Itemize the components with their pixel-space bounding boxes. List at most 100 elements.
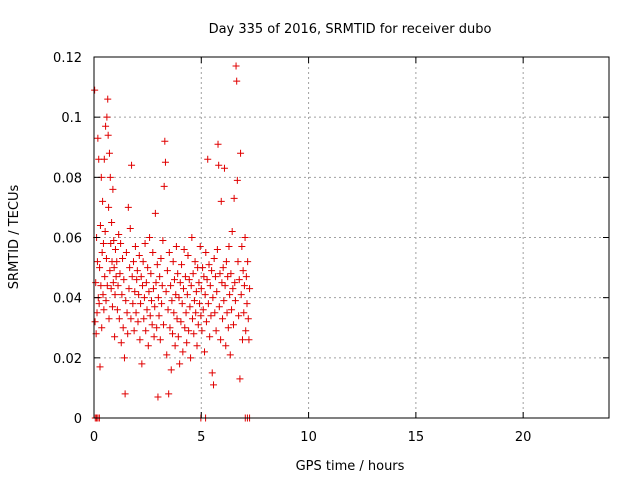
data-point: [242, 273, 250, 281]
data-point: [208, 369, 216, 377]
data-point: [137, 273, 145, 281]
data-point: [131, 288, 139, 296]
data-point: [235, 312, 243, 320]
data-point: [150, 333, 158, 341]
data-point: [178, 261, 186, 269]
data-point: [244, 315, 252, 323]
data-point: [205, 261, 213, 269]
data-points: [91, 62, 254, 422]
data-point: [112, 273, 120, 281]
data-point: [116, 270, 124, 278]
y-tick-labels: 0 0.02 0.04 0.06 0.08 0.1 0.12: [53, 51, 82, 427]
data-point: [167, 282, 175, 290]
data-point: [161, 137, 169, 145]
data-point: [200, 273, 208, 281]
data-point: [218, 279, 226, 287]
data-point: [110, 237, 118, 245]
data-point: [144, 342, 152, 350]
data-point: [181, 324, 189, 332]
data-point: [158, 300, 166, 308]
data-point: [108, 303, 116, 311]
data-point: [107, 240, 115, 248]
data-point: [216, 270, 224, 278]
data-point: [156, 273, 164, 281]
data-point: [179, 285, 187, 293]
data-point: [109, 279, 117, 287]
data-point: [176, 360, 184, 368]
data-point: [163, 267, 171, 275]
data-point: [163, 351, 171, 359]
data-point: [179, 348, 187, 356]
data-point: [204, 300, 212, 308]
data-point: [215, 161, 223, 169]
data-point: [142, 327, 150, 335]
x-axis-label: GPS time / hours: [296, 459, 405, 474]
data-point: [213, 246, 221, 254]
data-point: [117, 240, 125, 248]
data-point: [143, 306, 151, 314]
data-point: [202, 249, 210, 257]
data-point: [215, 303, 223, 311]
data-point: [101, 273, 109, 281]
data-point: [119, 324, 127, 332]
data-point: [106, 267, 114, 275]
data-point: [96, 363, 104, 371]
data-point: [125, 285, 133, 293]
data-point: [104, 95, 112, 103]
data-point: [175, 294, 183, 302]
data-point: [128, 273, 136, 281]
data-point: [99, 197, 107, 205]
data-point: [233, 176, 241, 184]
data-point: [105, 203, 113, 211]
data-point: [237, 291, 245, 299]
data-point: [240, 282, 248, 290]
data-point: [145, 288, 153, 296]
data-point: [187, 282, 195, 290]
data-point: [182, 309, 190, 317]
data-point: [96, 221, 104, 229]
data-point: [107, 285, 115, 293]
y-axis-label: SRMTID / TECUs: [7, 185, 22, 290]
data-point: [189, 270, 197, 278]
data-point: [211, 273, 219, 281]
data-point: [211, 309, 219, 317]
data-point: [151, 209, 159, 217]
data-point: [197, 285, 205, 293]
data-point: [232, 62, 240, 70]
data-point: [222, 342, 230, 350]
data-point: [92, 279, 100, 287]
data-point: [160, 321, 168, 329]
data-point: [94, 134, 102, 142]
data-point: [106, 173, 114, 181]
data-point: [226, 291, 234, 299]
data-point: [233, 77, 241, 85]
data-point: [201, 348, 209, 356]
data-point: [213, 288, 221, 296]
data-point: [159, 237, 167, 245]
data-point: [165, 390, 173, 398]
data-point: [135, 252, 143, 260]
data-point: [139, 258, 147, 266]
data-point: [93, 258, 101, 266]
data-point: [196, 243, 204, 251]
data-point: [225, 243, 233, 251]
x-tick-label: 10: [300, 430, 317, 445]
axis-ticks: [93, 56, 609, 419]
data-point: [172, 243, 180, 251]
data-point: [121, 390, 129, 398]
y-tick-label: 0.12: [53, 51, 82, 66]
y-tick-label: 0.06: [53, 232, 82, 247]
data-point: [172, 291, 180, 299]
data-point: [152, 279, 160, 287]
data-point: [105, 149, 113, 157]
data-point: [140, 294, 148, 302]
data-point: [100, 306, 108, 314]
data-point: [108, 218, 116, 226]
data-point: [194, 321, 202, 329]
data-point: [135, 291, 143, 299]
data-point: [149, 249, 157, 257]
data-point: [170, 309, 178, 317]
data-point: [214, 140, 222, 148]
data-point: [153, 261, 161, 269]
data-point: [136, 336, 144, 344]
